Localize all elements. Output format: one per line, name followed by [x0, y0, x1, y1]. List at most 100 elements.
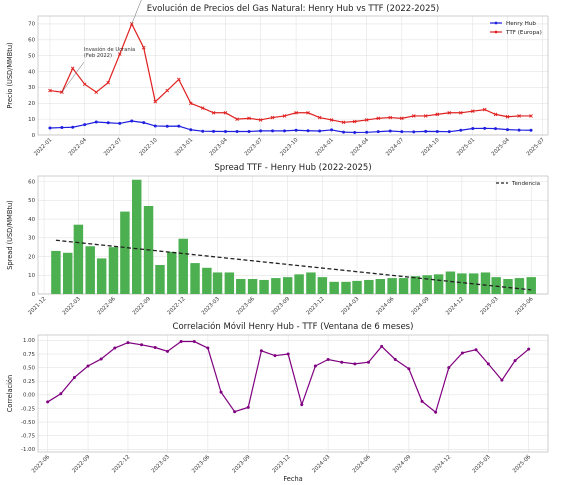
data-point [247, 130, 251, 134]
x-tick-label: 2023-07 [244, 137, 264, 157]
x-tick-label: 2022-09 [71, 454, 92, 475]
y-tick-label: 40 [28, 69, 35, 75]
data-point [486, 362, 490, 366]
data-point [142, 121, 146, 125]
data-point [165, 124, 169, 128]
data-point [94, 90, 99, 94]
data-point [117, 52, 122, 56]
bar [294, 274, 304, 294]
data-point [165, 349, 169, 353]
bar [282, 277, 293, 294]
annotation-arrow [61, 62, 85, 93]
bar [131, 179, 142, 294]
data-point [365, 130, 369, 134]
y-tick-label: 20 [28, 101, 35, 107]
data-point [470, 109, 475, 114]
data-point [130, 119, 134, 123]
series-line [49, 22, 532, 123]
legend-label: TTF (Europa) [505, 30, 542, 36]
data-point [353, 130, 357, 134]
x-tick-label: 2024-12 [445, 296, 465, 316]
bar [480, 272, 491, 294]
bar [445, 271, 456, 294]
y-tick-label: 60 [28, 179, 35, 185]
data-point [129, 22, 134, 26]
data-point [177, 124, 181, 128]
y-tick-label: 0.50 [23, 365, 36, 371]
data-point [86, 364, 90, 368]
legend-label: Henry Hub [506, 21, 536, 27]
y-tick-label: 0 [32, 292, 36, 298]
trend-line [55, 239, 532, 291]
chart-2: 0 10 20 30 40 50 60 2021-12 2022-03 2022-06 2022-0… [6, 163, 549, 317]
x-tick-label: 2022-12 [166, 296, 186, 316]
bar [387, 278, 397, 294]
bar [433, 274, 444, 294]
x-tick-label: 2024-12 [432, 454, 452, 474]
x-tick-label: 2022-12 [111, 454, 131, 474]
data-point [447, 130, 451, 134]
data-point [364, 118, 369, 122]
series-line [49, 120, 532, 134]
data-point [376, 130, 380, 134]
data-point [294, 128, 298, 132]
data-point [434, 410, 438, 414]
x-tick-label: 2023-06 [236, 296, 257, 317]
data-point [59, 392, 63, 396]
data-point [46, 400, 50, 404]
data-point [353, 362, 357, 366]
data-point [153, 346, 157, 350]
data-point [259, 349, 263, 353]
x-tick-label: 2024-03 [340, 296, 360, 316]
y-tick-label: 50 [28, 198, 35, 204]
x-tick-label: 2023-12 [306, 296, 326, 316]
data-point [165, 88, 170, 93]
bar [341, 281, 351, 294]
data-point [513, 359, 517, 363]
data-point [412, 130, 416, 134]
data-point [505, 114, 510, 119]
data-point [493, 112, 498, 117]
x-tick-label: 2023-03 [201, 296, 221, 316]
data-point [71, 125, 75, 129]
data-point [179, 340, 183, 344]
x-tick-label: 2023-06 [191, 454, 212, 475]
plot-frame [37, 334, 549, 453]
data-point [366, 360, 370, 364]
legend-label: Tendencia [511, 181, 540, 187]
bar [247, 279, 258, 294]
data-point [70, 66, 75, 71]
x-tick-label: 2024-06 [375, 296, 396, 317]
data-point [318, 129, 322, 133]
x-tick-label: 2025-04 [491, 137, 512, 158]
data-point [72, 375, 76, 379]
annotation-arrow [131, 0, 142, 25]
data-point [82, 82, 87, 87]
y-tick-label: 0.00 [23, 393, 36, 399]
legend: Henry Hub TTF (Europa) [490, 21, 542, 36]
x-tick-label: 2022-10 [139, 137, 160, 158]
data-point [294, 110, 298, 115]
data-point [219, 390, 223, 394]
x-tick-label: 2022-09 [132, 296, 153, 317]
x-tick-label: 2022-01 [33, 137, 53, 157]
data-point [529, 114, 533, 118]
x-tick-label: 2023-09 [271, 296, 292, 317]
x-tick-label: 2025-06 [514, 296, 535, 317]
data-point [341, 120, 346, 125]
x-tick-label: 2022-06 [31, 454, 52, 475]
annotation-text: Invasión de Ucrania [84, 46, 135, 53]
data-point [400, 130, 404, 134]
data-point [424, 129, 428, 133]
data-point [517, 114, 521, 118]
x-tick-label: 2024-09 [410, 296, 431, 317]
data-point [83, 123, 87, 127]
bar [410, 276, 421, 294]
chart-title: Correlación Móvil Henry Hub - TTF (Venta… [173, 321, 414, 332]
data-point [460, 351, 464, 355]
x-tick-label: 2022-03 [62, 296, 82, 316]
x-tick-label: 2023-03 [151, 454, 171, 474]
data-point [189, 128, 193, 132]
data-point [118, 121, 122, 125]
